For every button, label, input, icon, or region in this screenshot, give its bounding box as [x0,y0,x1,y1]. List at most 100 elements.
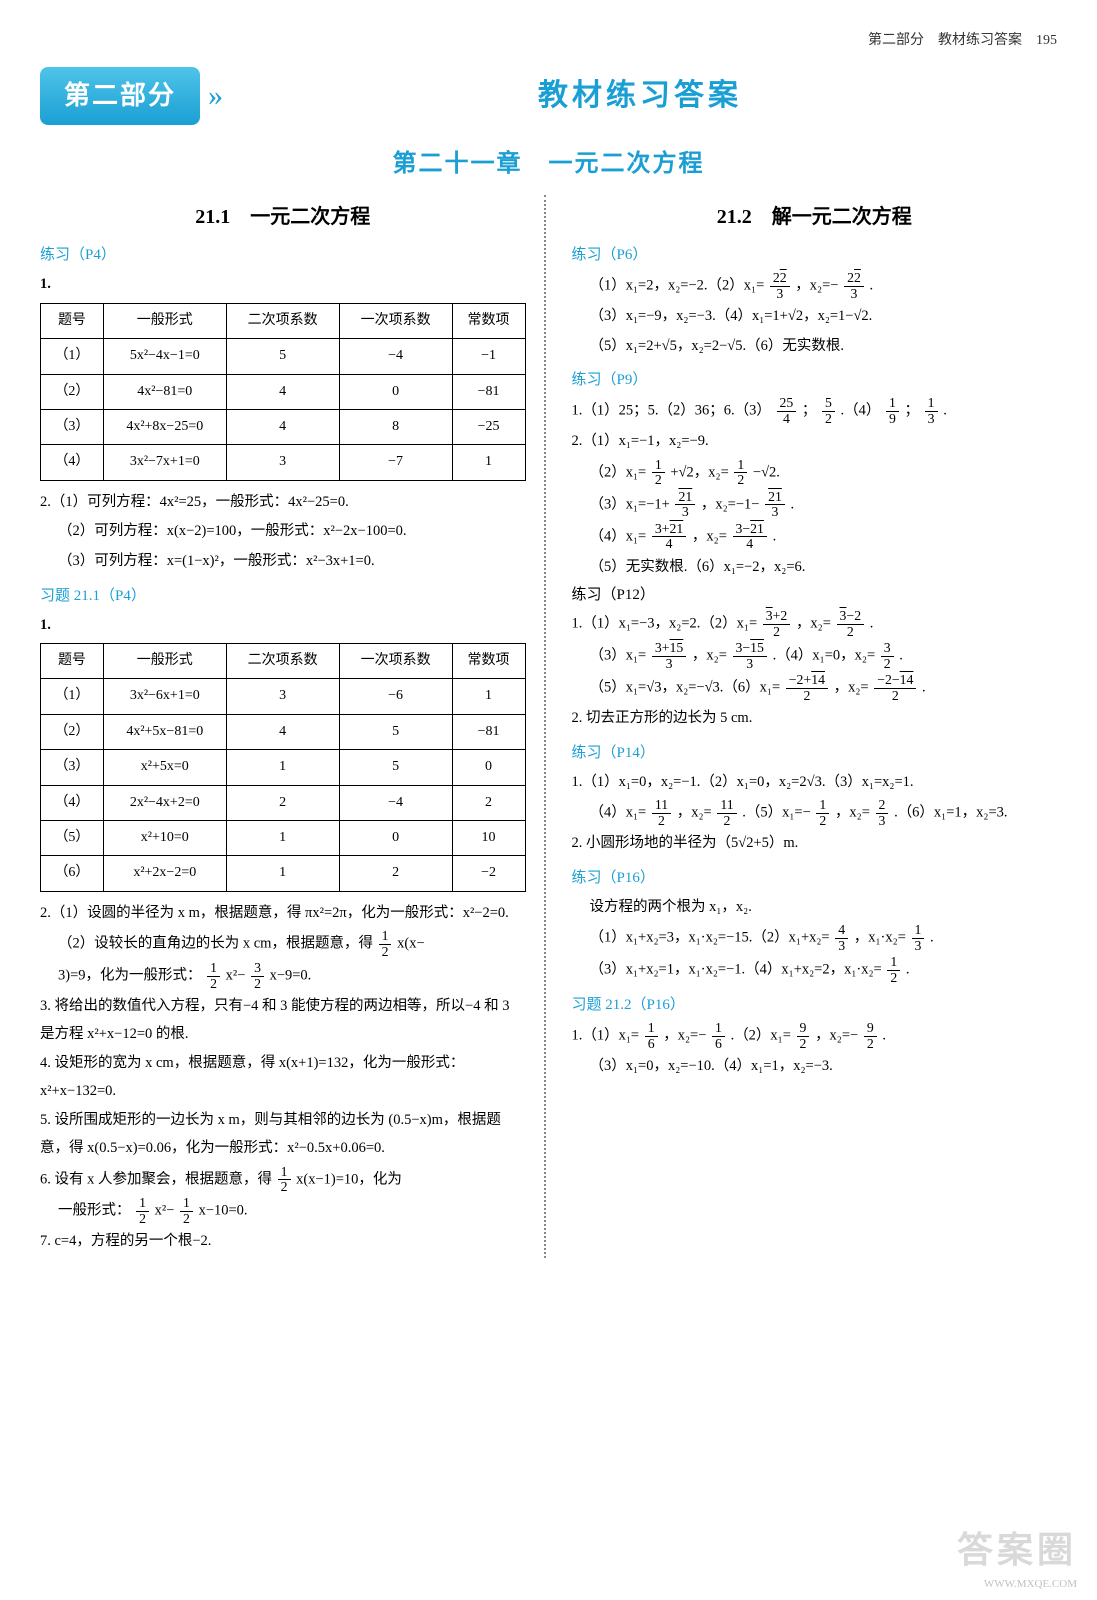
frac-icon: 112 [717,798,736,828]
page-header: 第二部分 教材练习答案 195 [40,30,1057,52]
xq2a: 2.（1）设圆的半径为 x m，根据题意，得 πx²=2π，化为一般形式：x²−… [40,900,526,928]
p9-q1: 1.（1）25；5.（2）36；6.（3） 254 ； 52 .（4） 19 ；… [572,396,1058,426]
x212-l1: 1.（1）x₁= 16 ，x₂=− 16 .（2）x₁= 92 ，x₂=− 92… [572,1021,1058,1051]
xq4: 4. 设矩形的宽为 x cm，根据题意，得 x(x+1)=132，化为一般形式：… [40,1050,526,1105]
frac-icon: 3+153 [652,641,686,671]
p9-q2-4: （4）x₁= 3+214 ，x₂= 3−214 . [572,522,1058,552]
frac-icon: 3−214 [733,522,767,552]
frac-icon: 32 [881,641,894,671]
p9-q2-2: （2）x₁= 12 +√2，x₂= 12 −√2. [572,458,1058,488]
frac-icon: 12 [734,458,747,488]
frac-icon: 3−22 [837,609,865,639]
frac-icon: 23 [876,798,889,828]
frac-half-icon: 12 [180,1196,193,1226]
frac-icon: −2+142 [786,673,828,703]
t2-h4: 常数项 [452,644,525,679]
q1-label: 1. [40,271,526,299]
p6-line1: （1）x₁=2，x₂=−2.（2）x₁= 223 ，x₂=− 223 . [572,271,1058,301]
frac-icon: 16 [645,1021,658,1051]
table-1: 题号 一般形式 二次项系数 一次项系数 常数项 （1）5x²−4x−1=05−4… [40,303,526,481]
p4-q2a: 2.（1）可列方程：4x²=25，一般形式：4x²−25=0. [40,489,526,517]
table-2: 题号 一般形式 二次项系数 一次项系数 常数项 （1）3x²−6x+1=03−6… [40,643,526,892]
t1-h3: 一次项系数 [339,303,452,338]
subsection-21-1: 21.1 一元二次方程 [40,201,526,233]
p12-q1-l3: （5）x₁=√3，x₂=−√3.（6）x₁= −2+142 ，x₂= −2−14… [572,673,1058,703]
table-row: （3）x²+5x=0150 [41,750,526,785]
banner-title: 教材练习答案 [223,72,1057,120]
frac-icon: 213 [675,490,695,520]
right-column: 21.2 解一元二次方程 练习（P6） （1）x₁=2，x₂=−2.（2）x₁=… [566,195,1058,1258]
table-row: （3）4x²+8x−25=048−25 [41,410,526,445]
frac-icon: 213 [765,490,785,520]
frac-icon: 223 [770,271,790,301]
p12-q1-l1: 1.（1）x₁=−3，x₂=2.（2）x₁= 3+22 ，x₂= 3−22 . [572,609,1058,639]
t2-h3: 一次项系数 [339,644,452,679]
practice-p16: 练习（P16） [572,866,1058,890]
frac-3-2-icon: 32 [251,961,264,991]
xq5: 5. 设所围成矩形的一边长为 x m，则与其相邻的边长为 (0.5−x)m，根据… [40,1107,526,1162]
xq1-label: 1. [40,612,526,640]
chapter-title: 第二十一章 一元二次方程 [40,145,1057,183]
xiti-21-1: 习题 21.1（P4） [40,584,526,608]
frac-icon: 13 [925,396,938,426]
p16-l1: （1）x₁+x₂=3，x₁·x₂=−15.（2）x₁+x₂= 43 ，x₁·x₂… [572,923,1058,953]
table-row: （4）3x²−7x+1=03−71 [41,445,526,480]
subsection-21-2: 21.2 解一元二次方程 [572,201,1058,233]
frac-icon: 16 [712,1021,725,1051]
practice-p14: 练习（P14） [572,741,1058,765]
table-row: （5）x²+10=01010 [41,821,526,856]
frac-icon: 3+214 [652,522,686,552]
t2-h1: 一般形式 [103,644,226,679]
table-row: （1）3x²−6x+1=03−61 [41,679,526,714]
watermark-sub: WWW.MXQE.COM [984,1576,1077,1594]
frac-icon: 92 [797,1021,810,1051]
frac-half-icon: 12 [207,961,220,991]
p4-q2b: （2）可列方程：x(x−2)=100，一般形式：x²−2x−100=0. [40,518,526,546]
p9-q2-1: 2.（1）x₁=−1，x₂=−9. [572,428,1058,456]
frac-icon: −2−142 [874,673,916,703]
t1-h2: 二次项系数 [226,303,339,338]
t2-h0: 题号 [41,644,104,679]
p9-q2-3: （3）x₁=−1+ 213 ，x₂=−1− 213 . [572,490,1058,520]
xq6-line2: 一般形式： 12 x²− 12 x−10=0. [40,1196,526,1226]
p6-line2: （3）x₁=−9，x₂=−3.（4）x₁=1+√2，x₂=1−√2. [572,303,1058,331]
x212-l2: （3）x₁=0，x₂=−10.（4）x₁=1，x₂=−3. [572,1053,1058,1081]
frac-icon: 223 [844,271,864,301]
table-row: （2）4x²+5x−81=045−81 [41,714,526,749]
frac-icon: 3+22 [763,609,791,639]
p6-line3: （5）x₁=2+√5，x₂=2−√5.（6）无实数根. [572,333,1058,361]
frac-icon: 43 [835,923,848,953]
practice-p4: 练习（P4） [40,243,526,267]
xq2b-line2: 3)=9，化为一般形式： 12 x²− 32 x−9=0. [40,961,526,991]
practice-p6: 练习（P6） [572,243,1058,267]
p4-q2c: （3）可列方程：x=(1−x)²，一般形式：x²−3x+1=0. [40,548,526,576]
frac-icon: 92 [864,1021,877,1051]
table-row: （2）4x²−81=040−81 [41,374,526,409]
practice-p9: 练习（P9） [572,368,1058,392]
p16-l2: （3）x₁+x₂=1，x₁·x₂=−1.（4）x₁+x₂=2，x₁·x₂= 12… [572,955,1058,985]
p16-intro: 设方程的两个根为 x₁，x₂. [572,894,1058,922]
left-column: 21.1 一元二次方程 练习（P4） 1. 题号 一般形式 二次项系数 一次项系… [40,195,546,1258]
p12-q1-l2: （3）x₁= 3+153 ，x₂= 3−153 .（4）x₁=0，x₂= 32 … [572,641,1058,671]
table-row: （4）2x²−4x+2=02−42 [41,785,526,820]
watermark-icon: 答案圈 [957,1522,1077,1580]
xq3: 3. 将给出的数值代入方程，只有−4 和 3 能使方程的两边相等，所以−4 和 … [40,993,526,1048]
frac-half-icon: 12 [379,929,392,959]
practice-p12: 练习（P12） [572,583,1058,607]
content-columns: 21.1 一元二次方程 练习（P4） 1. 题号 一般形式 二次项系数 一次项系… [40,195,1057,1258]
t1-h0: 题号 [41,303,104,338]
section-banner: 第二部分 » 教材练习答案 [40,67,1057,125]
banner-arrows-icon: » [208,81,223,111]
frac-half-icon: 12 [278,1165,291,1195]
table-row: （1）5x²−4x−1=05−4−1 [41,339,526,374]
frac-icon: 254 [777,396,797,426]
t2-h2: 二次项系数 [226,644,339,679]
banner-badge: 第二部分 [40,67,200,125]
t1-h4: 常数项 [452,303,525,338]
p14-q2: 2. 小圆形场地的半径为（5√2+5）m. [572,830,1058,858]
t1-h1: 一般形式 [103,303,226,338]
frac-icon: 3−153 [733,641,767,671]
p12-q2: 2. 切去正方形的边长为 5 cm. [572,705,1058,733]
frac-icon: 112 [652,798,671,828]
frac-icon: 12 [816,798,829,828]
